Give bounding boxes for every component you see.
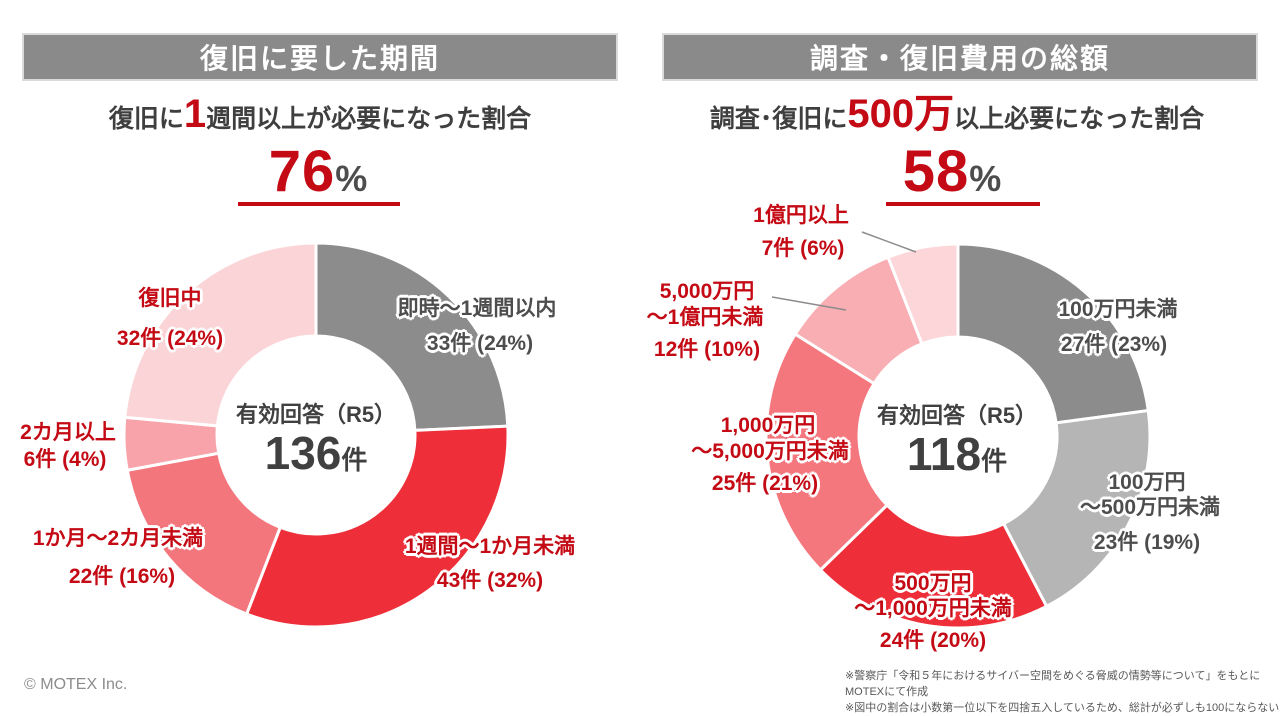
segment-value-label: 6件 (4%) xyxy=(23,448,107,471)
segment-value-label: 32件 (24%) xyxy=(116,327,224,350)
headline-number: 76 xyxy=(268,139,336,204)
segment-label: ～500万円未満 xyxy=(1079,496,1221,519)
right-chart-title-banner: 調査・復旧費用の総額 xyxy=(662,33,1258,81)
segment-label: 100万円未満 xyxy=(1058,298,1178,321)
donut-segment xyxy=(1001,408,1152,609)
headline-underline xyxy=(238,202,400,206)
segment-label: 5,000万円 xyxy=(659,280,755,303)
left-donut-center-total: 有効回答（R5） 136件 xyxy=(236,402,396,478)
left-chart-title-banner: 復旧に要した期間 xyxy=(22,33,618,81)
segment-value-label: 7件 (6%) xyxy=(761,237,845,260)
segment-value-label: 24件 (20%) xyxy=(879,629,987,652)
subtitle-highlight: 500万 xyxy=(847,92,955,136)
segment-value-label: 23件 (19%) xyxy=(1093,531,1201,554)
subtitle-pre: 調査･復旧に xyxy=(709,105,848,133)
segment-value-label: 12件 (10%) xyxy=(653,338,761,361)
segment-label: 即時～1週間以内 xyxy=(397,297,557,320)
subtitle-pre: 復旧に xyxy=(108,105,184,133)
segment-value-label: 27件 (23%) xyxy=(1060,333,1168,356)
segment-label: 1,000万円 xyxy=(720,414,816,437)
segment-label: 1か月～2カ月未満 xyxy=(32,527,204,550)
headline-number: 58 xyxy=(902,139,970,204)
source-notes: ※警察庁「令和５年におけるサイバー空間をめぐる脅威の情勢等について」をもとにMO… xyxy=(845,668,1280,716)
donut-segment xyxy=(956,242,1150,425)
segment-label: ～1,000万円未満 xyxy=(854,597,1012,620)
headline-unit: % xyxy=(969,158,1002,199)
subtitle-post: 週間以上が必要になった割合 xyxy=(206,105,532,133)
center-total-value: 118 xyxy=(906,428,982,480)
left-headline-percentage: 76% xyxy=(269,143,368,201)
segment-value-label: 22件 (16%) xyxy=(68,565,176,588)
segment-label: 1週間～1か月未満 xyxy=(404,535,576,558)
segment-label: 1億円以上 xyxy=(753,204,849,227)
right-donut-chart xyxy=(764,242,1152,630)
segment-label: ～5,000万円未満 xyxy=(691,440,849,463)
center-total-unit: 件 xyxy=(341,445,368,475)
segment-label: 500万円 xyxy=(894,572,972,595)
donut-segment xyxy=(764,332,890,573)
subtitle-post: 以上必要になった割合 xyxy=(954,105,1205,133)
segment-label: 復旧中 xyxy=(138,287,202,310)
segment-label: 2カ月以上 xyxy=(20,421,116,444)
left-donut-chart xyxy=(122,241,510,629)
donut-segment xyxy=(244,424,510,629)
center-total-value: 136 xyxy=(264,427,342,479)
segment-value-label: 33件 (24%) xyxy=(426,332,534,355)
segment-label: ～1億円未満 xyxy=(646,306,764,329)
segment-value-label: 43件 (32%) xyxy=(436,569,544,592)
segment-value-label: 25件 (21%) xyxy=(711,472,819,495)
source-note-line: ※警察庁「令和５年におけるサイバー空間をめぐる脅威の情勢等について」をもとにMO… xyxy=(845,670,1261,698)
donut-segment xyxy=(818,502,1049,630)
copyright: © MOTEX Inc. xyxy=(24,676,128,693)
segment-label: 100万円 xyxy=(1108,471,1186,494)
right-donut-center-total: 有効回答（R5） 118件 xyxy=(877,403,1037,479)
subtitle-highlight: 1 xyxy=(183,92,207,136)
center-total-unit: 件 xyxy=(981,446,1008,476)
center-total-label: 有効回答（R5） xyxy=(235,402,397,427)
donut-segment xyxy=(123,241,318,428)
source-note-line: ※図中の割合は小数第一位以下を四捨五入しているため、総計が必ずしも100にならな… xyxy=(845,702,1280,714)
headline-unit: % xyxy=(335,158,368,199)
right-headline-percentage: 58% xyxy=(903,143,1002,201)
headline-underline xyxy=(886,202,1040,206)
donut-segment xyxy=(314,241,510,432)
right-chart-subtitle: 調査･復旧に500万以上必要になった割合 xyxy=(710,94,1204,139)
center-total-label: 有効回答（R5） xyxy=(876,403,1038,428)
left-chart-subtitle: 復旧に1週間以上が必要になった割合 xyxy=(109,94,531,139)
